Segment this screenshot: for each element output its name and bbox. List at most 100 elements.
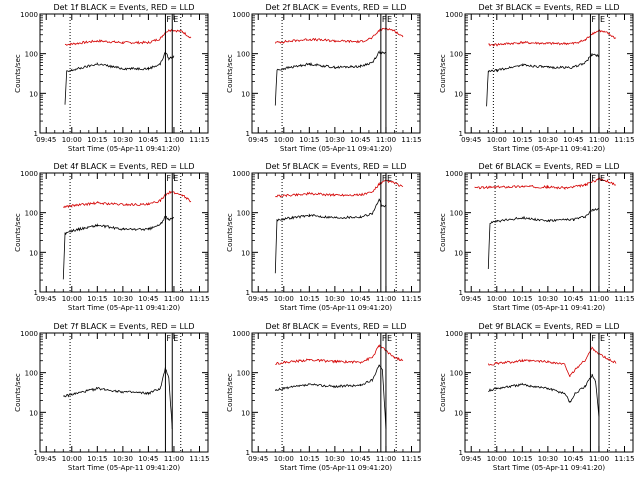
x-tick-label: 10:00 bbox=[487, 295, 507, 303]
plot-panel: Det 5f BLACK = Events, RED = LLD 1 10 100 10… bbox=[226, 162, 422, 312]
y-axis-label: Counts/sec bbox=[439, 54, 447, 93]
x-tick-label: 10:45 bbox=[563, 455, 583, 463]
y-tick-label: 10 bbox=[29, 249, 38, 257]
x-tick-label: 09:45 bbox=[36, 455, 56, 463]
series-line bbox=[63, 367, 173, 430]
x-tick-label: 10:45 bbox=[350, 455, 370, 463]
series-line bbox=[64, 28, 192, 46]
y-axis-label: Counts/sec bbox=[226, 213, 234, 252]
series-line bbox=[274, 50, 386, 106]
plot-title: Det 5f BLACK = Events, RED = LLD bbox=[265, 162, 406, 171]
x-tick-label: 10:15 bbox=[299, 455, 319, 463]
plot-title: Det 7f BLACK = Events, RED = LLD bbox=[53, 322, 194, 331]
x-tick-label: 10:00 bbox=[274, 455, 294, 463]
y-tick-label: 1000 bbox=[20, 170, 38, 178]
x-axis-label: Start Time (05-Apr-11 09:41:20) bbox=[493, 464, 605, 472]
y-tick-label: 1 bbox=[34, 449, 38, 457]
event-marker-label: F bbox=[591, 334, 596, 343]
x-tick-label: 10:00 bbox=[487, 455, 507, 463]
plot-title: Det 8f BLACK = Events, RED = LLD bbox=[265, 322, 406, 331]
event-marker-label: F bbox=[166, 15, 171, 24]
y-tick-label: 100 bbox=[25, 51, 38, 59]
event-marker-label: E bbox=[600, 174, 605, 183]
y-axis-label: Counts/sec bbox=[226, 373, 234, 412]
y-tick-label: 100 bbox=[450, 210, 463, 218]
x-axis-label: Start Time (05-Apr-11 09:41:20) bbox=[68, 304, 180, 312]
y-tick-label: 10 bbox=[454, 249, 463, 257]
plot-title: Det 6f BLACK = Events, RED = LLD bbox=[478, 162, 619, 171]
x-tick-label: 11:15 bbox=[401, 295, 421, 303]
series-line bbox=[274, 364, 387, 430]
x-tick-label: 10:00 bbox=[487, 136, 507, 144]
plot-panel: Det 9f BLACK = Events, RED = LLD 1 10 100 10… bbox=[439, 322, 635, 472]
y-tick-label: 1000 bbox=[20, 330, 38, 338]
y-tick-label: 10 bbox=[241, 409, 250, 417]
y-tick-label: 1 bbox=[246, 289, 250, 297]
y-tick-label: 100 bbox=[237, 51, 250, 59]
plot-frame bbox=[251, 13, 421, 134]
series-line bbox=[487, 208, 599, 270]
y-tick-label: 1 bbox=[246, 130, 250, 138]
x-tick-label: 10:45 bbox=[138, 455, 158, 463]
y-tick-label: 10 bbox=[241, 249, 250, 257]
y-tick-label: 1000 bbox=[445, 170, 463, 178]
x-tick-label: 10:45 bbox=[563, 136, 583, 144]
event-marker-label: F bbox=[382, 174, 387, 183]
x-tick-label: 11:15 bbox=[189, 295, 209, 303]
y-axis-label: Counts/sec bbox=[439, 213, 447, 252]
series-line bbox=[274, 26, 404, 44]
x-tick-label: 11:15 bbox=[189, 136, 209, 144]
plot-panel: Det 2f BLACK = Events, RED = LLD 1 10 100 10… bbox=[226, 3, 422, 153]
x-tick-label: 10:30 bbox=[113, 295, 133, 303]
x-axis-label: Start Time (05-Apr-11 09:41:20) bbox=[280, 304, 392, 312]
x-tick-label: 11:00 bbox=[376, 455, 396, 463]
y-axis-label: Counts/sec bbox=[14, 373, 22, 412]
x-tick-label: 10:15 bbox=[299, 295, 319, 303]
y-axis-label: Counts/sec bbox=[226, 54, 234, 93]
x-tick-label: 09:45 bbox=[248, 136, 268, 144]
x-axis-label: Start Time (05-Apr-11 09:41:20) bbox=[68, 464, 180, 472]
y-tick-label: 10 bbox=[454, 90, 463, 98]
event-marker-label: F bbox=[166, 334, 171, 343]
event-marker-label: E bbox=[173, 174, 178, 183]
y-tick-label: 10 bbox=[29, 409, 38, 417]
x-tick-label: 11:00 bbox=[164, 136, 184, 144]
y-tick-label: 1 bbox=[459, 449, 463, 457]
x-tick-label: 10:30 bbox=[325, 295, 345, 303]
x-tick-label: 10:15 bbox=[87, 295, 107, 303]
x-tick-label: 11:00 bbox=[376, 136, 396, 144]
series-line bbox=[274, 198, 387, 274]
x-tick-label: 10:00 bbox=[62, 455, 82, 463]
x-tick-label: 10:00 bbox=[274, 295, 294, 303]
x-tick-label: 10:30 bbox=[538, 295, 558, 303]
y-tick-label: 100 bbox=[237, 370, 250, 378]
y-tick-label: 100 bbox=[237, 210, 250, 218]
plot-panel: Det 6f BLACK = Events, RED = LLD 1 10 100 10… bbox=[439, 162, 635, 312]
plot-panel: Det 1f BLACK = Events, RED = LLD 1 10 100 10… bbox=[14, 3, 210, 153]
x-tick-label: 10:15 bbox=[512, 455, 532, 463]
y-tick-label: 100 bbox=[25, 370, 38, 378]
y-axis-label: Counts/sec bbox=[14, 54, 22, 93]
x-tick-label: 09:45 bbox=[461, 455, 481, 463]
x-tick-label: 10:15 bbox=[87, 136, 107, 144]
y-tick-label: 10 bbox=[454, 409, 463, 417]
event-marker-label: F bbox=[166, 174, 171, 183]
x-tick-label: 10:45 bbox=[563, 295, 583, 303]
x-tick-label: 11:15 bbox=[401, 136, 421, 144]
plot-frame bbox=[39, 13, 209, 134]
x-tick-label: 10:15 bbox=[87, 455, 107, 463]
plot-title: Det 1f BLACK = Events, RED = LLD bbox=[53, 3, 194, 12]
x-tick-label: 09:45 bbox=[36, 295, 56, 303]
x-axis-label: Start Time (05-Apr-11 09:41:20) bbox=[68, 145, 180, 153]
x-axis-label: Start Time (05-Apr-11 09:41:20) bbox=[493, 304, 605, 312]
plot-frame bbox=[251, 332, 421, 453]
x-tick-label: 10:15 bbox=[512, 136, 532, 144]
y-tick-label: 1 bbox=[246, 449, 250, 457]
x-tick-label: 09:45 bbox=[248, 295, 268, 303]
series-line bbox=[63, 190, 192, 209]
series-line bbox=[275, 344, 404, 366]
x-tick-label: 11:15 bbox=[614, 295, 634, 303]
x-tick-label: 11:00 bbox=[164, 295, 184, 303]
plot-title: Det 4f BLACK = Events, RED = LLD bbox=[53, 162, 194, 171]
